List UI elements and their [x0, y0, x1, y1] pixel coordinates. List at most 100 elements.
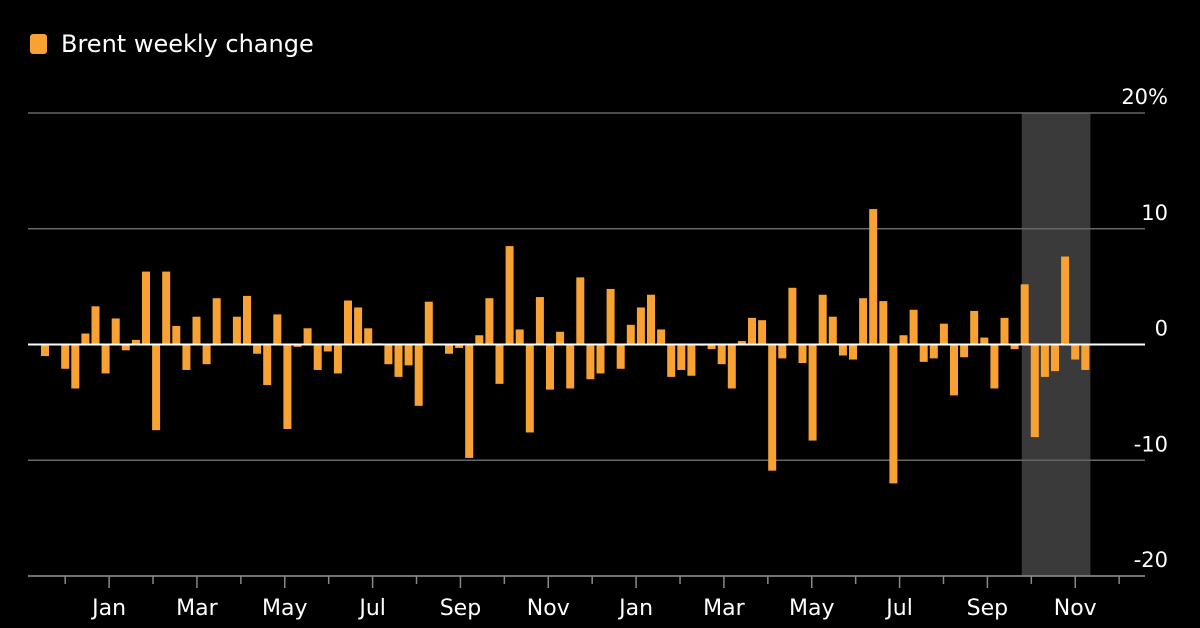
bar — [535, 297, 544, 345]
bar — [344, 300, 352, 345]
bar — [657, 329, 666, 345]
bar — [808, 344, 817, 441]
bar — [212, 298, 221, 345]
x-tick-label: May — [789, 596, 834, 621]
bar — [131, 339, 140, 345]
bar — [647, 294, 655, 345]
bar — [111, 318, 120, 345]
y-tick-label: 0 — [1155, 317, 1168, 341]
x-tick-label: May — [262, 596, 307, 621]
bar — [828, 316, 837, 345]
bar — [455, 344, 464, 348]
bar — [505, 246, 514, 345]
bar — [424, 301, 433, 345]
bar — [758, 320, 767, 345]
bar — [849, 344, 857, 360]
bar — [162, 271, 171, 345]
bar — [1010, 344, 1019, 350]
x-tick-label: Jan — [617, 596, 653, 621]
bar — [232, 316, 241, 345]
bar — [485, 298, 494, 345]
bar — [788, 287, 797, 345]
x-tick-label: Nov — [527, 596, 570, 621]
bar — [1020, 284, 1029, 345]
bar — [717, 344, 726, 365]
x-tick-label: Sep — [967, 596, 1008, 621]
bar — [950, 344, 958, 396]
bar — [667, 344, 676, 377]
bar — [737, 341, 746, 345]
bar — [142, 271, 150, 345]
bar — [445, 344, 453, 354]
bar — [475, 335, 484, 345]
bar — [596, 344, 605, 374]
bar — [636, 307, 645, 345]
bar — [243, 295, 251, 345]
x-tick-label: Mar — [703, 596, 745, 621]
bar — [909, 309, 918, 345]
bar — [1040, 344, 1049, 377]
y-tick-label: 20% — [1121, 85, 1168, 109]
x-tick-label: Mar — [176, 596, 218, 621]
bar — [1061, 256, 1070, 345]
bar — [1000, 317, 1009, 345]
bar — [687, 344, 696, 376]
bar — [394, 344, 403, 377]
bar — [313, 344, 322, 370]
bar — [879, 301, 888, 345]
bar — [616, 344, 625, 369]
bar — [354, 307, 363, 345]
bar — [838, 344, 847, 356]
bar — [293, 344, 302, 347]
bar — [182, 344, 191, 370]
bar — [192, 316, 201, 345]
bar — [404, 344, 413, 366]
bar — [101, 344, 110, 374]
bar — [61, 344, 70, 369]
bar — [556, 331, 565, 345]
bar — [727, 344, 736, 389]
bar — [283, 344, 292, 429]
bar — [333, 344, 342, 374]
bar — [414, 344, 423, 406]
bar — [1081, 344, 1090, 370]
bar — [152, 344, 161, 431]
bar — [707, 344, 716, 350]
bar — [990, 344, 999, 389]
legend-label: Brent weekly change — [61, 30, 314, 58]
x-tick-label: Jul — [884, 596, 913, 621]
bar — [798, 344, 807, 364]
bar — [929, 344, 938, 359]
bar — [677, 344, 686, 370]
bar — [384, 344, 393, 365]
bar — [465, 344, 474, 458]
y-tick-label: -10 — [1134, 432, 1168, 456]
y-tick-label: 10 — [1141, 201, 1168, 225]
x-tick-label: Sep — [440, 596, 481, 621]
bar — [939, 323, 948, 345]
bar — [71, 344, 80, 389]
bar — [748, 317, 756, 345]
bar — [172, 325, 181, 345]
x-tick-label: Jul — [357, 596, 386, 621]
bar — [899, 335, 908, 345]
bar — [980, 337, 989, 345]
bar — [121, 344, 130, 351]
bar — [859, 298, 868, 345]
bar — [515, 329, 524, 345]
bar — [626, 324, 635, 345]
bar — [364, 328, 373, 345]
bar — [889, 344, 898, 484]
bar — [323, 344, 332, 352]
bar — [41, 344, 49, 357]
bar — [546, 344, 554, 390]
x-tick-label: Jan — [90, 596, 126, 621]
x-tick-label: Nov — [1054, 596, 1097, 621]
bar — [1051, 344, 1059, 372]
legend-swatch — [30, 34, 47, 54]
bar — [253, 344, 262, 354]
bar — [91, 306, 100, 345]
bar — [81, 333, 90, 345]
y-tick-label: -20 — [1134, 548, 1168, 572]
